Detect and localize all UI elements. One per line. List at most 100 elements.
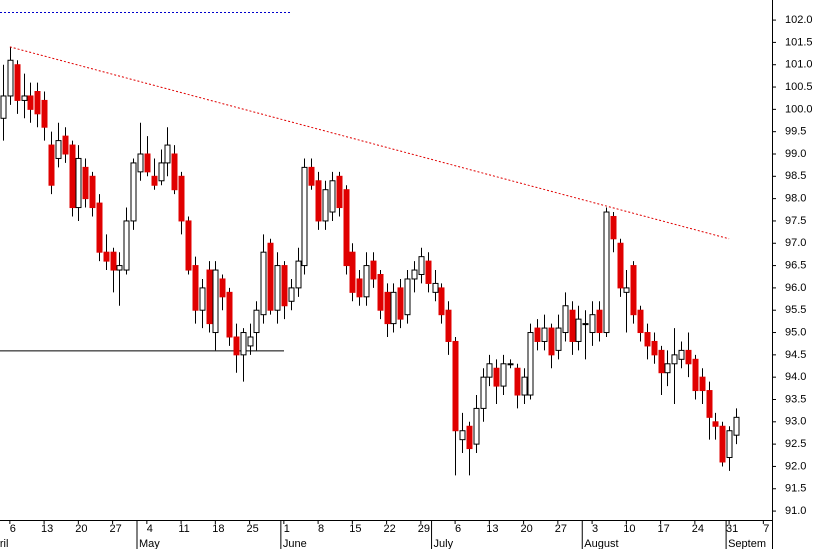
candle-body <box>610 215 617 240</box>
candle-body <box>438 287 445 316</box>
candle-body <box>178 175 185 222</box>
candle-body <box>253 309 260 334</box>
x-tick-label: 4 <box>147 523 153 535</box>
y-tick-label: 99.5 <box>785 126 806 138</box>
candle-body <box>390 291 397 325</box>
candle-body <box>295 260 302 289</box>
candle-body <box>21 95 28 101</box>
y-tick-label: 91.0 <box>785 505 806 517</box>
candle-body <box>240 332 247 356</box>
candle-body <box>370 260 377 280</box>
y-tick-label: 94.5 <box>785 349 806 361</box>
candle-body <box>14 64 21 101</box>
candle-body <box>473 407 480 445</box>
candle-body <box>671 354 678 365</box>
x-tick-label: 17 <box>657 523 669 535</box>
x-tick-label: 27 <box>555 523 567 535</box>
candle-body <box>247 336 254 347</box>
x-tick-label: 13 <box>486 523 498 535</box>
x-tick-label: 8 <box>318 523 324 535</box>
x-tick-label: 15 <box>349 523 361 535</box>
candle-body <box>452 340 459 432</box>
candle-body <box>48 144 55 186</box>
candle-body <box>377 274 384 311</box>
x-tick-label: 29 <box>418 523 430 535</box>
candle-body <box>315 180 322 222</box>
candle-body <box>712 421 719 427</box>
y-tick-label: 99.0 <box>785 148 806 160</box>
candle-body <box>603 211 610 334</box>
candle-body <box>144 153 151 173</box>
candle-body <box>158 162 165 182</box>
candle-body <box>89 175 96 209</box>
candle-body <box>404 278 411 316</box>
candle-body <box>575 318 582 342</box>
y-tick-label: 98.5 <box>785 170 806 182</box>
candle-body <box>27 95 34 110</box>
candle-body <box>82 166 89 200</box>
y-tick-label: 92.5 <box>785 438 806 450</box>
y-tick-label: 101.0 <box>785 59 813 71</box>
candle-body <box>137 153 144 173</box>
candle-body <box>192 265 199 311</box>
y-tick-label: 93.5 <box>785 393 806 405</box>
x-tick-label: 1 <box>284 523 290 535</box>
candle-body <box>678 349 685 360</box>
candle-body <box>349 251 356 293</box>
y-tick-label: 95.5 <box>785 304 806 316</box>
month-label: Septem <box>728 538 766 549</box>
candle-body <box>34 91 41 115</box>
y-tick-label: 91.5 <box>785 483 806 495</box>
candle-body <box>569 309 576 342</box>
candle-body <box>356 278 363 298</box>
candle-body <box>589 314 596 334</box>
candle-body <box>103 251 110 262</box>
candle-body <box>692 358 699 392</box>
candle-body <box>507 363 514 366</box>
candle-body <box>726 430 733 459</box>
y-tick-label: 96.0 <box>785 282 806 294</box>
candle-body <box>596 309 603 334</box>
candle-body <box>322 189 329 222</box>
candle-body <box>55 140 62 159</box>
month-label: pril <box>0 538 8 549</box>
candle-body <box>637 309 644 334</box>
candle-body <box>432 282 439 293</box>
y-tick-label: 100.0 <box>785 103 813 115</box>
trendline <box>9 46 730 240</box>
candle-body <box>130 162 137 222</box>
x-tick-label: 13 <box>41 523 53 535</box>
x-tick-label: 20 <box>75 523 87 535</box>
y-tick-label: 96.5 <box>785 259 806 271</box>
candle-body <box>582 323 589 326</box>
candle-body <box>7 59 14 97</box>
candle-body <box>281 265 288 307</box>
candle-body <box>274 265 281 311</box>
candle-body <box>486 363 493 378</box>
candle-body <box>226 291 233 338</box>
candle-body <box>212 269 219 334</box>
x-tick-label: 24 <box>692 523 704 535</box>
candle-body <box>411 269 418 280</box>
candle-body <box>0 95 7 119</box>
candle-body <box>459 430 466 441</box>
candle-body <box>418 256 425 276</box>
candle-body <box>397 287 404 320</box>
month-label: June <box>283 538 307 549</box>
candle-body <box>651 340 658 356</box>
candle-body <box>425 260 432 284</box>
candle-body <box>62 135 69 155</box>
candle-body <box>500 363 507 387</box>
month-label: May <box>139 538 160 549</box>
candle-body <box>719 425 726 463</box>
candle-body <box>521 376 528 396</box>
y-tick-label: 95.0 <box>785 326 806 338</box>
candle-body <box>164 144 171 164</box>
month-label: August <box>584 538 618 549</box>
x-tick-label: 10 <box>623 523 635 535</box>
candle-body <box>41 99 48 128</box>
y-tick-label: 97.0 <box>785 237 806 249</box>
candle-body <box>445 309 452 342</box>
x-tick-label: 6 <box>10 523 16 535</box>
